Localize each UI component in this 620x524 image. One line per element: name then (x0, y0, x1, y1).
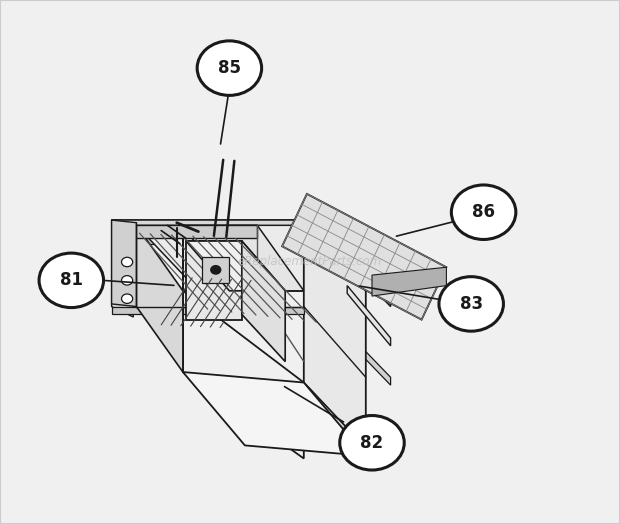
Polygon shape (183, 372, 366, 456)
Polygon shape (136, 225, 257, 238)
Polygon shape (202, 257, 229, 283)
Circle shape (451, 185, 516, 239)
Text: 82: 82 (360, 434, 384, 452)
Polygon shape (322, 307, 391, 385)
Circle shape (122, 294, 133, 303)
Polygon shape (322, 220, 391, 307)
Text: 83: 83 (459, 295, 483, 313)
Polygon shape (112, 220, 391, 291)
Polygon shape (372, 267, 446, 296)
Polygon shape (112, 307, 304, 314)
Text: eReplacementParts.com: eReplacementParts.com (238, 256, 382, 268)
Text: 81: 81 (60, 271, 83, 289)
Polygon shape (242, 241, 285, 362)
Circle shape (439, 277, 503, 331)
Polygon shape (304, 225, 366, 448)
Polygon shape (112, 220, 133, 317)
Polygon shape (136, 225, 366, 291)
Polygon shape (136, 225, 183, 372)
Polygon shape (347, 286, 391, 346)
Circle shape (197, 41, 262, 95)
Circle shape (39, 253, 104, 308)
Polygon shape (186, 241, 285, 291)
Polygon shape (304, 383, 366, 456)
Text: 86: 86 (472, 203, 495, 221)
Polygon shape (112, 220, 136, 307)
Circle shape (122, 257, 133, 267)
Text: 85: 85 (218, 59, 241, 77)
Circle shape (211, 266, 221, 274)
Circle shape (340, 416, 404, 470)
Polygon shape (183, 225, 304, 291)
Polygon shape (112, 236, 322, 244)
Polygon shape (112, 220, 322, 236)
Polygon shape (183, 291, 304, 458)
Polygon shape (282, 194, 446, 320)
Polygon shape (186, 241, 242, 320)
Circle shape (122, 276, 133, 285)
